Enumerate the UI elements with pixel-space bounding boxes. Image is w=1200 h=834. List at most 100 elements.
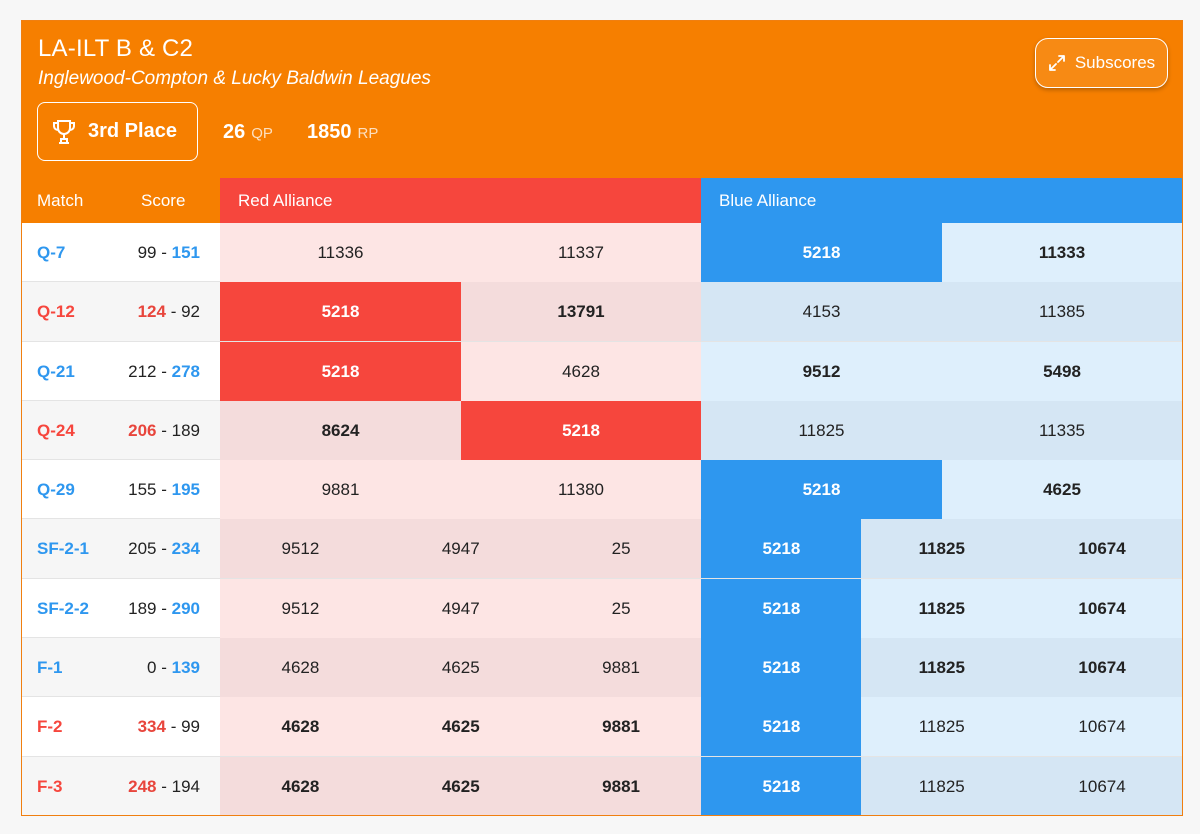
blue-score: 151 xyxy=(171,243,200,262)
blue-team-cell[interactable]: 11825 xyxy=(701,400,942,460)
red-team-cell[interactable]: 9881 xyxy=(540,697,702,757)
red-score: 212 xyxy=(128,361,157,381)
blue-team-cell[interactable]: 11825 xyxy=(861,697,1023,757)
red-team-cell[interactable]: 25 xyxy=(540,578,702,638)
red-team-cell[interactable]: 9512 xyxy=(220,519,381,579)
red-score: 189 xyxy=(128,598,157,618)
match-score: 248 - 194 xyxy=(118,757,200,815)
blue-team-cell[interactable]: 5218 xyxy=(701,697,862,757)
red-team-cell[interactable]: 11337 xyxy=(460,223,702,282)
red-team-cell[interactable]: 25 xyxy=(540,519,702,579)
team-title: LA-ILT B & C2 xyxy=(38,35,194,62)
match-label[interactable]: F-2 xyxy=(37,717,63,737)
match-column-header: Match xyxy=(22,178,220,223)
red-team-cell[interactable]: 9881 xyxy=(220,460,461,520)
red-team-cell[interactable]: 13791 xyxy=(460,282,702,342)
blue-score: 290 xyxy=(171,598,200,618)
match-score: 334 - 99 xyxy=(118,697,200,756)
score-separator: - xyxy=(156,776,172,796)
blue-team-cell[interactable]: 4153 xyxy=(701,282,942,342)
blue-team-cell[interactable]: 11825 xyxy=(861,519,1023,579)
match-label[interactable]: Q-29 xyxy=(37,480,75,500)
red-score: 99 xyxy=(137,243,157,262)
subscores-button[interactable]: Subscores xyxy=(1035,38,1168,88)
blue-team-cell[interactable]: 5218 xyxy=(701,578,862,638)
match-row: F-3 248 - 194 4628 4625 9881 5218 11825 10674 xyxy=(22,756,1182,815)
blue-team-cell[interactable]: 11335 xyxy=(941,400,1182,460)
red-team-cell[interactable]: 4628 xyxy=(460,341,702,401)
card-header: LA-ILT B & C2 Inglewood-Compton & Lucky … xyxy=(22,21,1182,178)
blue-team-cell[interactable]: 5218 xyxy=(701,638,862,698)
blue-team-cell[interactable]: 11385 xyxy=(941,282,1182,342)
red-score: 0 xyxy=(147,658,157,678)
match-score: 155 - 195 xyxy=(118,460,200,519)
red-score: 124 xyxy=(137,302,166,322)
match-label[interactable]: Q-7 xyxy=(37,243,66,262)
match-label[interactable]: Q-21 xyxy=(37,361,75,381)
red-team-cell[interactable]: 5218 xyxy=(220,341,461,401)
place-badge[interactable]: 3rd Place xyxy=(37,102,198,161)
qp-stat: 26 QP xyxy=(223,121,273,144)
blue-team-cell[interactable]: 10674 xyxy=(1021,756,1182,815)
red-team-cell[interactable]: 11380 xyxy=(460,460,702,520)
match-label[interactable]: SF-2-2 xyxy=(37,598,89,618)
red-team-cell[interactable]: 8624 xyxy=(220,400,461,460)
match-label[interactable]: Q-12 xyxy=(37,302,75,322)
match-label[interactable]: F-3 xyxy=(37,776,63,796)
match-row: F-2 334 - 99 4628 4625 9881 5218 11825 10674 xyxy=(22,697,1182,757)
blue-team-cell[interactable]: 11825 xyxy=(861,756,1023,815)
red-team-cell[interactable]: 9512 xyxy=(220,578,381,638)
red-team-cell[interactable]: 5218 xyxy=(220,282,461,342)
blue-team-cell[interactable]: 9512 xyxy=(701,341,942,401)
red-team-cell[interactable]: 5218 xyxy=(460,400,702,460)
blue-score: 139 xyxy=(171,658,200,678)
score-separator: - xyxy=(156,658,172,678)
blue-team-cell[interactable]: 11333 xyxy=(941,223,1182,282)
red-team-cell[interactable]: 4628 xyxy=(220,756,381,815)
rp-value: 1850 xyxy=(307,121,352,143)
match-label[interactable]: SF-2-1 xyxy=(37,539,89,559)
match-row: F-1 0 - 139 4628 4625 9881 5218 11825 10674 xyxy=(22,638,1182,698)
red-team-cell[interactable]: 11336 xyxy=(220,223,461,282)
blue-score: 92 xyxy=(181,302,200,322)
blue-team-cell[interactable]: 5218 xyxy=(701,756,862,815)
match-row: Q-12 124 - 92 5218 13791 4153 11385 xyxy=(22,282,1182,342)
match-label[interactable]: Q-24 xyxy=(37,420,75,440)
blue-score: 234 xyxy=(171,539,200,559)
blue-team-cell[interactable]: 11825 xyxy=(861,578,1023,638)
score-separator: - xyxy=(156,243,172,262)
score-separator: - xyxy=(165,717,182,737)
match-score: 212 - 278 xyxy=(118,342,200,401)
blue-team-cell[interactable]: 5218 xyxy=(701,223,942,282)
score-column-header: Score xyxy=(141,178,221,223)
red-team-cell[interactable]: 4625 xyxy=(380,697,542,757)
red-team-cell[interactable]: 4947 xyxy=(380,519,542,579)
blue-team-cell[interactable]: 5218 xyxy=(701,460,942,520)
match-score: 99 - 151 xyxy=(118,223,200,282)
blue-team-cell[interactable]: 4625 xyxy=(941,460,1182,520)
red-team-cell[interactable]: 9881 xyxy=(540,638,702,698)
blue-team-cell[interactable]: 5218 xyxy=(701,519,862,579)
match-row: SF-2-2 189 - 290 9512 4947 25 5218 11825 10674 xyxy=(22,578,1182,639)
blue-team-cell[interactable]: 10674 xyxy=(1021,519,1182,579)
red-alliance-header: Red Alliance xyxy=(220,178,701,223)
matches-table: Q-7 99 - 151 11336 11337 5218 11333 Q-12 124 - … xyxy=(22,223,1182,815)
match-label[interactable]: F-1 xyxy=(37,658,63,678)
red-team-cell[interactable]: 4625 xyxy=(380,756,542,815)
rp-unit: RP xyxy=(357,125,379,142)
blue-score: 189 xyxy=(171,420,200,440)
score-separator: - xyxy=(156,480,172,500)
red-score: 334 xyxy=(137,717,166,737)
blue-team-cell[interactable]: 11825 xyxy=(861,638,1023,698)
red-team-cell[interactable]: 4628 xyxy=(220,638,381,698)
place-label: 3rd Place xyxy=(88,120,177,142)
red-team-cell[interactable]: 9881 xyxy=(540,756,702,815)
red-team-cell[interactable]: 4947 xyxy=(380,578,542,638)
blue-team-cell[interactable]: 5498 xyxy=(941,341,1182,401)
blue-team-cell[interactable]: 10674 xyxy=(1021,578,1182,638)
blue-team-cell[interactable]: 10674 xyxy=(1021,697,1182,757)
red-team-cell[interactable]: 4625 xyxy=(380,638,542,698)
red-team-cell[interactable]: 4628 xyxy=(220,697,381,757)
match-row: Q-7 99 - 151 11336 11337 5218 11333 xyxy=(22,223,1182,283)
blue-team-cell[interactable]: 10674 xyxy=(1021,638,1182,698)
